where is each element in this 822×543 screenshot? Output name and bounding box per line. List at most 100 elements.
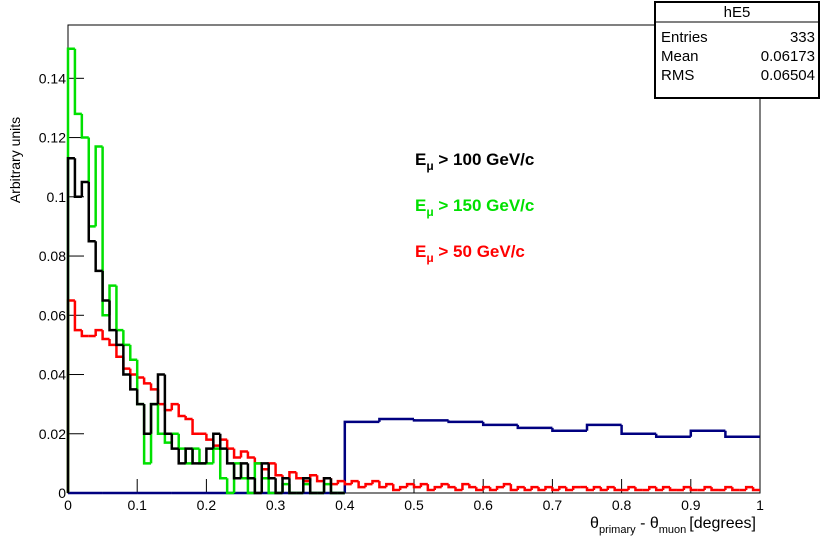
histogram-bin bbox=[288, 471, 297, 479]
histogram-bin bbox=[682, 485, 691, 491]
histogram-bin bbox=[253, 478, 262, 495]
histogram-bin bbox=[101, 330, 110, 341]
legend-text: μ bbox=[426, 205, 433, 219]
histogram-bin bbox=[509, 484, 518, 492]
histogram-bin bbox=[163, 433, 172, 444]
histogram-bin bbox=[246, 463, 255, 480]
histogram-bin bbox=[73, 48, 82, 116]
histogram-bin bbox=[80, 113, 89, 139]
histogram-bin bbox=[184, 415, 193, 421]
histogram-bin bbox=[585, 487, 594, 492]
histogram-bin bbox=[170, 433, 179, 450]
x-label-part: θ bbox=[590, 515, 599, 532]
histogram-bin bbox=[156, 404, 165, 436]
histogram-bin bbox=[274, 463, 283, 477]
histogram-bin bbox=[66, 157, 75, 493]
histogram-bin bbox=[398, 485, 408, 491]
histogram-bin bbox=[426, 484, 435, 492]
legend-entry: Eμ > 150 GeV/c bbox=[415, 196, 534, 219]
histogram-bin bbox=[87, 181, 96, 243]
x-tick-label: 0 bbox=[64, 497, 72, 513]
histogram-bin bbox=[163, 374, 172, 436]
histogram-bin bbox=[364, 482, 373, 488]
histogram-bin bbox=[689, 429, 726, 437]
x-tick-label: 0.7 bbox=[543, 497, 563, 513]
legend-entry: Eμ > 50 GeV/c bbox=[415, 242, 525, 265]
histogram-bin bbox=[329, 478, 338, 495]
legend-text: > 100 GeV/c bbox=[434, 150, 535, 169]
histogram-bin bbox=[744, 485, 754, 491]
histogram-bin bbox=[94, 241, 103, 273]
histogram-bin bbox=[654, 433, 691, 438]
histogram-bin bbox=[481, 485, 491, 491]
histogram-bin bbox=[267, 463, 276, 480]
legend-text: E bbox=[415, 150, 426, 169]
legend-text: E bbox=[415, 196, 426, 215]
y-tick-label: 0.08 bbox=[39, 248, 66, 264]
x-tick-label: 1 bbox=[756, 497, 764, 513]
y-axis-label: Arbitrary units bbox=[7, 117, 23, 203]
histogram-bin bbox=[191, 418, 200, 436]
histogram-bin bbox=[239, 462, 248, 479]
x-axis-label: θprimary - θmuon [degrees] bbox=[590, 515, 756, 536]
histogram-bin bbox=[585, 423, 622, 431]
stats-label: RMS bbox=[661, 67, 694, 84]
x-label-part: primary bbox=[599, 524, 636, 536]
histogram-bin bbox=[288, 478, 297, 495]
histogram-bin bbox=[391, 484, 401, 492]
histogram-bin bbox=[205, 433, 214, 441]
stats-label: Mean bbox=[661, 48, 699, 65]
histogram-bin bbox=[246, 451, 255, 459]
histogram-bin bbox=[225, 478, 235, 495]
histogram-bin bbox=[267, 478, 276, 495]
histogram-bin bbox=[627, 485, 636, 491]
histogram-bin bbox=[654, 487, 664, 492]
histogram-bin bbox=[551, 487, 560, 492]
histogram-bin bbox=[592, 485, 601, 491]
histogram-bin bbox=[149, 402, 158, 434]
x-label-part: [degrees] bbox=[689, 515, 756, 532]
histogram-bin bbox=[73, 300, 82, 332]
histogram-bin bbox=[225, 448, 235, 465]
histogram-bin bbox=[613, 487, 622, 492]
histogram-bin bbox=[101, 146, 110, 317]
histogram-bin bbox=[606, 485, 615, 491]
histogram-bin bbox=[523, 487, 532, 492]
histogram-bin bbox=[94, 328, 103, 337]
histogram-bin bbox=[149, 383, 158, 391]
histogram-bin bbox=[108, 338, 117, 347]
histogram-bin bbox=[668, 487, 677, 492]
histogram-bin bbox=[101, 270, 110, 302]
stats-label: Entries bbox=[661, 29, 708, 46]
legend-text: μ bbox=[426, 159, 433, 173]
histogram-bin bbox=[302, 476, 311, 493]
histogram-bin bbox=[260, 462, 269, 493]
histogram-bin bbox=[108, 300, 117, 332]
histogram-bin bbox=[558, 485, 567, 491]
histogram-bin bbox=[385, 482, 394, 488]
y-tick-label: 0.06 bbox=[39, 307, 66, 323]
histogram-bin bbox=[315, 475, 325, 483]
stats-title: hE5 bbox=[724, 4, 751, 21]
stats-value: 333 bbox=[790, 29, 815, 46]
histogram-bin bbox=[661, 485, 671, 491]
histogram-bin bbox=[80, 180, 89, 197]
histogram-bin bbox=[343, 420, 380, 493]
histogram-bin bbox=[225, 439, 235, 450]
stats-frame bbox=[654, 1, 820, 99]
histogram-bin bbox=[703, 485, 712, 491]
legend-text: μ bbox=[426, 251, 433, 265]
histogram-bin bbox=[336, 479, 345, 485]
histogram-bin bbox=[129, 374, 138, 391]
histogram-bin bbox=[73, 158, 82, 199]
histogram-bin bbox=[205, 447, 214, 464]
legend-text: > 50 GeV/c bbox=[434, 242, 525, 261]
histogram-bin bbox=[343, 481, 352, 486]
histogram-bin bbox=[481, 421, 518, 427]
histogram-bin bbox=[232, 448, 241, 459]
histogram-bin bbox=[281, 476, 290, 493]
x-tick-label: 0.1 bbox=[127, 497, 147, 513]
y-tick-label: 0.1 bbox=[47, 189, 67, 205]
y-tick-label: 0 bbox=[58, 485, 66, 501]
